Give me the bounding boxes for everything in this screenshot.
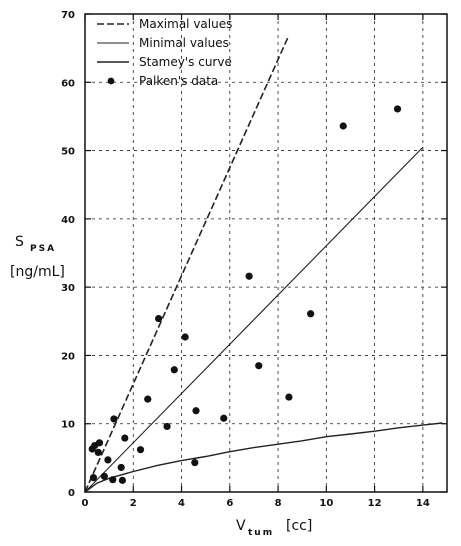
legend-item-stamey-s-curve: Stamey's curve (97, 55, 232, 69)
data-point (191, 459, 199, 467)
legend-item-maximal-values: Maximal values (97, 17, 232, 31)
x-axis-label-main: V (236, 518, 246, 534)
data-point (109, 476, 117, 484)
data-point (118, 476, 127, 484)
data-point (393, 105, 402, 113)
data-point (220, 414, 228, 422)
data-point (144, 395, 152, 403)
data-point (245, 272, 253, 280)
data-point (136, 446, 145, 454)
y-tick-label: 70 (61, 10, 75, 21)
plot-frame (84, 13, 448, 493)
data-point (89, 474, 98, 482)
legend-marker (107, 77, 115, 85)
tick-layer: 0 2 4 6 8 10 12 14 0 10 20 30 40 50 60 70 (61, 10, 447, 509)
x-tick-label: 10 (319, 498, 333, 509)
x-tick-label: 0 (82, 498, 89, 509)
y-tick-label: 20 (61, 351, 75, 362)
legend-label: Stamey's curve (139, 55, 232, 69)
data-point (121, 434, 129, 442)
data-point (104, 456, 112, 464)
legend-label: Palken's data (139, 74, 218, 88)
legend-label: Maximal values (139, 17, 232, 31)
x-tick-label: 6 (226, 498, 233, 509)
y-tick-label: 60 (61, 78, 75, 89)
x-axis-label: V tum [cc] (236, 518, 312, 538)
data-point (95, 439, 104, 447)
data-point (110, 415, 118, 423)
y-axis-label: S PSA [ng/mL] (10, 234, 65, 280)
x-axis-label-unit: [cc] (286, 518, 312, 534)
y-tick-label: 50 (61, 147, 75, 158)
y-tick-label: 10 (61, 420, 75, 431)
x-tick-label: 12 (368, 498, 382, 509)
x-tick-label: 14 (416, 498, 430, 509)
data-point (181, 333, 189, 341)
data-point (339, 122, 347, 130)
y-tick-label: 0 (68, 488, 75, 499)
legend-item-palken-s-data: Palken's data (107, 74, 218, 88)
x-axis-label-sub: tum (248, 528, 274, 538)
legend-label: Minimal values (139, 36, 229, 50)
data-point (155, 314, 163, 323)
maximal-values-line (84, 37, 289, 493)
grid (85, 14, 447, 492)
y-tick-label: 30 (61, 283, 75, 294)
data-point (255, 362, 263, 370)
data-point (192, 407, 200, 415)
y-axis-label-main: S (15, 234, 24, 250)
data-point (307, 310, 315, 318)
minimal-values-line (84, 146, 424, 493)
series-layer (84, 37, 443, 493)
data-point (94, 448, 102, 456)
stamey-s-curve-line (84, 422, 443, 493)
x-tick-label: 2 (130, 498, 137, 509)
data-point (163, 422, 171, 431)
y-axis-label-sub: PSA (30, 244, 56, 254)
legend-item-minimal-values: Minimal values (97, 36, 229, 50)
data-point (170, 366, 178, 374)
data-point (100, 472, 108, 480)
x-tick-label: 4 (178, 498, 185, 509)
y-tick-label: 40 (61, 215, 75, 226)
x-tick-label: 8 (275, 498, 282, 509)
y-axis-label-unit: [ng/mL] (10, 264, 65, 280)
marker-layer (88, 105, 402, 484)
legend: Maximal values Minimal values Stamey's cur… (97, 17, 232, 88)
data-point (117, 463, 125, 472)
data-point (285, 393, 293, 401)
